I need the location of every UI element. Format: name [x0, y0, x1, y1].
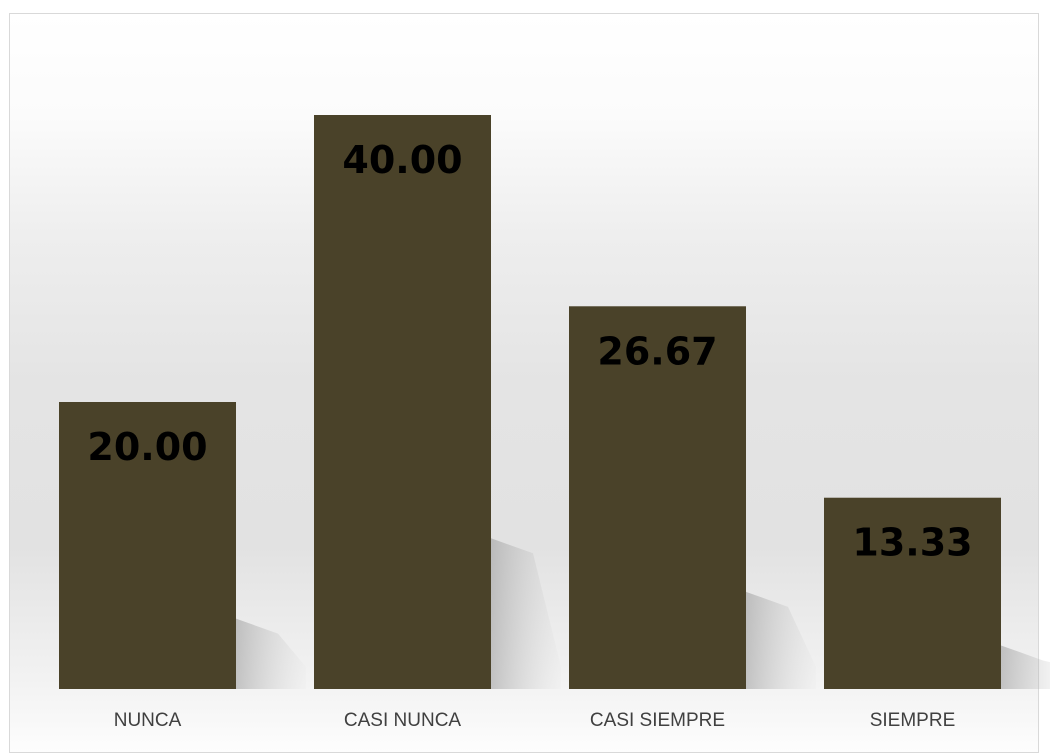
- category-labels: NUNCA CASI NUNCA CASI SIEMPRE SIEMPRE: [114, 710, 956, 731]
- data-label: 26.67: [597, 329, 717, 373]
- data-label: 40.00: [342, 138, 462, 182]
- category-tick-label: SIEMPRE: [870, 710, 956, 731]
- bar-siempre: [824, 497, 1001, 689]
- bar-shadows: [236, 538, 1050, 689]
- bar-casi-siempre: [569, 306, 746, 689]
- bar-shadow: [236, 618, 306, 689]
- bar-shadow: [491, 538, 561, 689]
- data-labels: 20.00 40.00 26.67 13.33: [87, 138, 972, 565]
- bars: [59, 115, 1001, 689]
- data-label: 20.00: [87, 425, 207, 469]
- bar-nunca: [59, 402, 236, 689]
- bar-casi-nunca: [314, 115, 491, 689]
- bar-shadow: [1001, 645, 1050, 689]
- data-label: 13.33: [852, 521, 972, 565]
- category-tick-label: CASI SIEMPRE: [590, 710, 725, 731]
- category-tick-label: NUNCA: [114, 710, 182, 731]
- category-tick-label: CASI NUNCA: [344, 710, 462, 731]
- bar-shadow: [746, 591, 816, 689]
